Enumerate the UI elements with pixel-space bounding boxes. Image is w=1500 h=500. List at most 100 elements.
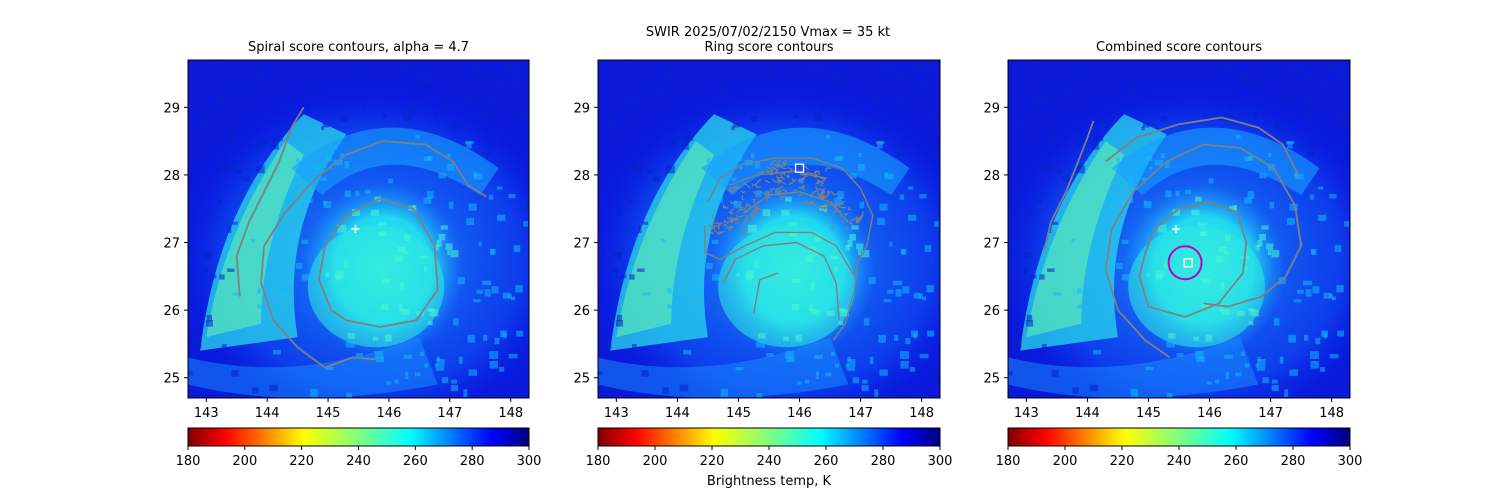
contour-line [776, 177, 783, 185]
plus-marker [351, 225, 360, 233]
y-tick-label: 29 [983, 101, 1000, 116]
contour-line [820, 177, 825, 180]
y-tick-label: 28 [163, 169, 180, 184]
contour-line [725, 225, 734, 229]
contour-line [764, 191, 772, 197]
colorbar-tick-label: 280 [871, 454, 896, 469]
contour-line [814, 186, 820, 194]
contour-line [317, 197, 439, 328]
contour-line [709, 231, 714, 235]
y-tick-label: 25 [163, 372, 180, 387]
contour-line [722, 223, 728, 227]
contour-line [770, 158, 777, 166]
x-tick-label: 143 [604, 406, 629, 421]
x-tick-label: 146 [377, 406, 402, 421]
contour-line [723, 203, 727, 209]
y-tick-label: 28 [983, 169, 1000, 184]
contour-line [744, 183, 751, 189]
colorbar-gradient [187, 427, 530, 447]
x-tick-label: 143 [1014, 406, 1039, 421]
contour-line [810, 200, 817, 207]
contour-line [847, 207, 852, 211]
y-tick-label: 25 [573, 372, 590, 387]
y-tick-label: 27 [983, 237, 1000, 252]
contour-line [798, 186, 805, 191]
contour-line [711, 213, 714, 220]
x-tick-label: 145 [726, 406, 751, 421]
contour-line [815, 180, 822, 185]
x-tick-label: 146 [787, 406, 812, 421]
contour-line [729, 208, 735, 213]
contour-line [771, 178, 780, 184]
contour-line [744, 232, 747, 237]
y-tick-label: 28 [573, 169, 590, 184]
contour-line [734, 221, 740, 225]
contour-line [732, 187, 738, 192]
contour-line [713, 224, 719, 229]
plus-marker [1171, 225, 1180, 233]
x-tick-label: 148 [1319, 406, 1344, 421]
contour-line [741, 230, 746, 235]
colorbar-tick-label: 200 [1053, 454, 1078, 469]
contour-line [713, 230, 720, 235]
contour-line [801, 173, 808, 177]
contour-line [830, 190, 840, 196]
contour-line [788, 178, 797, 185]
panel-spiral: Spiral score contours, alpha = 4.7 143 144… [163, 40, 530, 421]
contour-line [717, 224, 720, 230]
contour-line [751, 183, 754, 187]
x-tick-label: 143 [194, 406, 219, 421]
contour-line [764, 179, 771, 184]
contour-line [782, 188, 788, 194]
contour-line [775, 185, 783, 190]
contour-line [823, 205, 829, 210]
x-tick-label: 148 [498, 406, 523, 421]
colorbar-tick-label: 300 [928, 454, 953, 469]
colorbar-tick-label: 220 [1110, 454, 1135, 469]
y-tick-label: 26 [983, 304, 1000, 319]
contour-line [750, 207, 757, 215]
colorbar-tick-label: 300 [517, 454, 542, 469]
panel-title: Ring score contours [704, 40, 833, 55]
contour-line [729, 201, 735, 205]
x-tick-label: 147 [437, 406, 462, 421]
contour-line [839, 215, 842, 218]
contour-line [800, 177, 805, 183]
colorbar-combined: 180 200 220 240 260 280 300 [996, 427, 1362, 469]
contour-line [819, 178, 826, 185]
colorbar-label: Brightness temp, K [707, 474, 832, 489]
colorbar-tick-label: 240 [1167, 454, 1192, 469]
contour-line [823, 212, 827, 215]
contour-line [732, 185, 740, 190]
contour-line [855, 218, 859, 225]
contour-line [751, 214, 756, 220]
contour-line [707, 224, 714, 228]
contour-line [845, 226, 849, 230]
contour-line [797, 175, 807, 182]
panel-ring: Ring score contours 143 144 145 146 147 148 25 2… [573, 40, 941, 421]
contour-line [817, 192, 822, 199]
contour-line [743, 214, 749, 222]
colorbar-tick-label: 280 [460, 454, 485, 469]
figure-suptitle: SWIR 2025/07/02/2150 Vmax = 35 kt [646, 25, 890, 40]
panel-combined: Combined score contours 143 144 145 146 147 14… [983, 40, 1351, 421]
contour-line [840, 200, 845, 204]
contour-line [815, 204, 823, 210]
x-tick-label: 144 [255, 406, 280, 421]
axes-frame [597, 59, 941, 399]
contour-line [819, 184, 824, 187]
colorbar-gradient [1007, 427, 1351, 447]
contour-line [820, 190, 825, 194]
y-tick-label: 29 [163, 101, 180, 116]
x-tick-label: 145 [1136, 406, 1161, 421]
contour-line [1138, 201, 1248, 318]
contour-line [1043, 120, 1095, 250]
contour-line [754, 183, 762, 188]
contour-line [823, 202, 828, 206]
contour-line [324, 356, 377, 369]
y-tick-label: 26 [573, 304, 590, 319]
colorbar-tick-label: 260 [814, 454, 839, 469]
colorbar-ring: 180 200 220 240 260 280 300 [586, 427, 953, 469]
contour-line [765, 196, 771, 203]
contour-line [260, 140, 487, 369]
